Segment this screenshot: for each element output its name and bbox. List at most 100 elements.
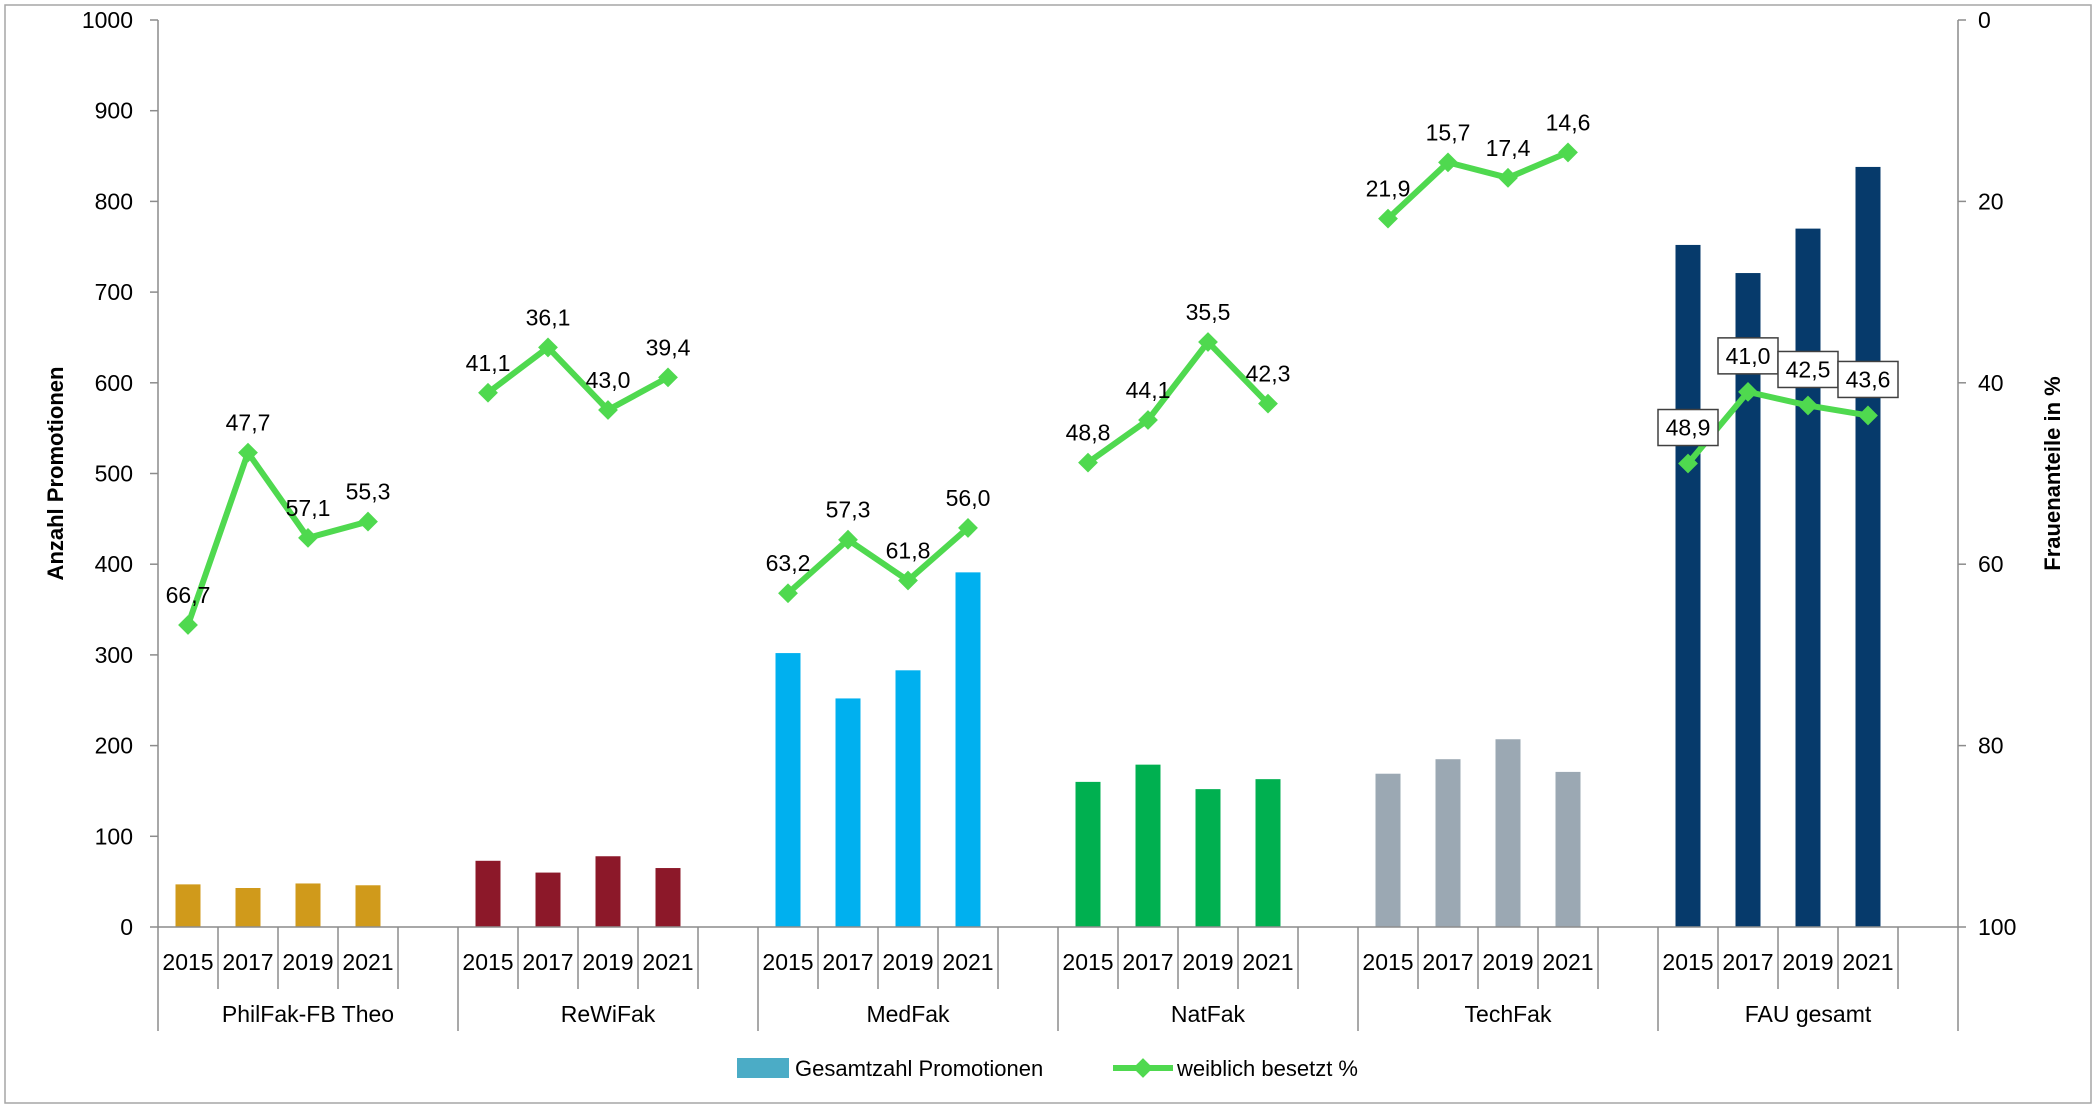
year-label: 2015	[462, 949, 513, 975]
data-label: 17,4	[1486, 135, 1531, 161]
bar	[1255, 779, 1281, 927]
data-label: 15,7	[1426, 119, 1471, 145]
data-label: 61,8	[886, 538, 931, 564]
legend-swatch-marker	[1133, 1058, 1153, 1078]
bar	[1855, 166, 1881, 927]
y2-tick-label: 80	[1978, 733, 2004, 759]
bar	[1675, 244, 1701, 927]
bar	[1795, 228, 1821, 928]
y-tick-label: 300	[95, 642, 133, 668]
percent-marker	[238, 442, 258, 463]
year-label: 2021	[342, 949, 393, 975]
data-label: 55,3	[346, 479, 391, 505]
year-label: 2015	[762, 949, 813, 975]
y2-tick-label: 100	[1978, 914, 2016, 940]
year-label: 2015	[1062, 949, 1113, 975]
y2-tick-label: 60	[1978, 551, 2004, 577]
data-label: 57,3	[826, 497, 871, 523]
percent-marker	[1858, 405, 1878, 426]
percent-marker	[478, 382, 498, 403]
bar	[1135, 764, 1161, 927]
bar	[775, 653, 801, 927]
year-label: 2019	[582, 949, 633, 975]
data-label-box	[1717, 337, 1779, 375]
percent-marker	[358, 511, 378, 532]
year-label: 2017	[1122, 949, 1173, 975]
y2-tick-label: 40	[1978, 370, 2004, 396]
y-tick-label: 500	[95, 461, 133, 487]
y-tick-label: 400	[95, 551, 133, 577]
bar	[1495, 739, 1521, 927]
percent-marker	[1738, 381, 1758, 402]
year-label: 2017	[1422, 949, 1473, 975]
data-label: 42,3	[1246, 361, 1291, 387]
year-label: 2019	[882, 949, 933, 975]
data-label: 14,6	[1546, 109, 1591, 135]
y2-tick-label: 20	[1978, 188, 2004, 214]
data-label: 66,7	[166, 582, 211, 608]
data-label: 43,0	[586, 367, 631, 393]
percent-line	[1086, 338, 1271, 466]
bar	[475, 860, 501, 927]
data-label-box	[1837, 360, 1899, 399]
percent-marker	[1678, 453, 1698, 474]
data-label-box	[1777, 350, 1839, 389]
data-label: 43,6	[1846, 366, 1891, 392]
group-label: MedFak	[866, 1001, 950, 1027]
year-label: 2021	[642, 949, 693, 975]
bar	[1435, 759, 1461, 927]
bar	[895, 670, 921, 927]
data-label: 21,9	[1366, 176, 1411, 202]
legend-label: weiblich besetzt %	[1176, 1056, 1358, 1081]
percent-marker	[1378, 208, 1398, 229]
year-label: 2015	[1662, 949, 1713, 975]
data-label: 41,0	[1726, 343, 1771, 369]
y-tick-label: 100	[95, 823, 133, 849]
percent-marker	[658, 367, 678, 388]
year-label: 2019	[1482, 949, 1533, 975]
percent-marker	[1498, 167, 1518, 188]
year-label: 2017	[822, 949, 873, 975]
y-tick-label: 0	[120, 914, 133, 940]
percent-marker	[298, 527, 318, 548]
percent-marker	[1438, 152, 1458, 173]
year-label: 2017	[1722, 949, 1773, 975]
percent-marker	[1078, 452, 1098, 473]
data-label: 48,9	[1666, 415, 1711, 441]
bar	[595, 856, 621, 927]
data-label: 44,1	[1126, 377, 1171, 403]
data-label: 42,5	[1786, 356, 1831, 382]
percent-marker	[1798, 395, 1818, 416]
data-label-box	[1657, 408, 1719, 447]
data-label: 57,1	[286, 495, 331, 521]
bar	[295, 883, 321, 927]
percent-line	[486, 344, 670, 414]
data-label: 47,7	[226, 410, 271, 436]
year-label: 2019	[1782, 949, 1833, 975]
data-label: 48,8	[1066, 420, 1111, 446]
bar	[1375, 773, 1401, 927]
bar	[655, 868, 681, 927]
percent-marker	[898, 570, 918, 591]
year-label: 2017	[522, 949, 573, 975]
bar	[1555, 771, 1581, 927]
percent-marker	[958, 518, 978, 538]
y-tick-label: 800	[95, 188, 133, 214]
year-label: 2019	[1182, 949, 1233, 975]
y-tick-label: 600	[95, 370, 133, 396]
bar	[175, 884, 201, 927]
year-label: 2021	[1842, 949, 1893, 975]
percent-marker	[1198, 332, 1218, 352]
year-label: 2017	[222, 949, 273, 975]
group-label: TechFak	[1465, 1001, 1552, 1027]
bar	[955, 572, 981, 927]
bar	[1075, 781, 1101, 927]
data-label: 36,1	[526, 304, 571, 330]
bar	[835, 698, 861, 927]
data-label: 39,4	[646, 334, 691, 360]
percent-line	[786, 525, 970, 596]
year-label: 2015	[162, 949, 213, 975]
group-label: NatFak	[1171, 1001, 1246, 1027]
y2-axis-title: Frauenanteile in %	[2040, 376, 2065, 570]
